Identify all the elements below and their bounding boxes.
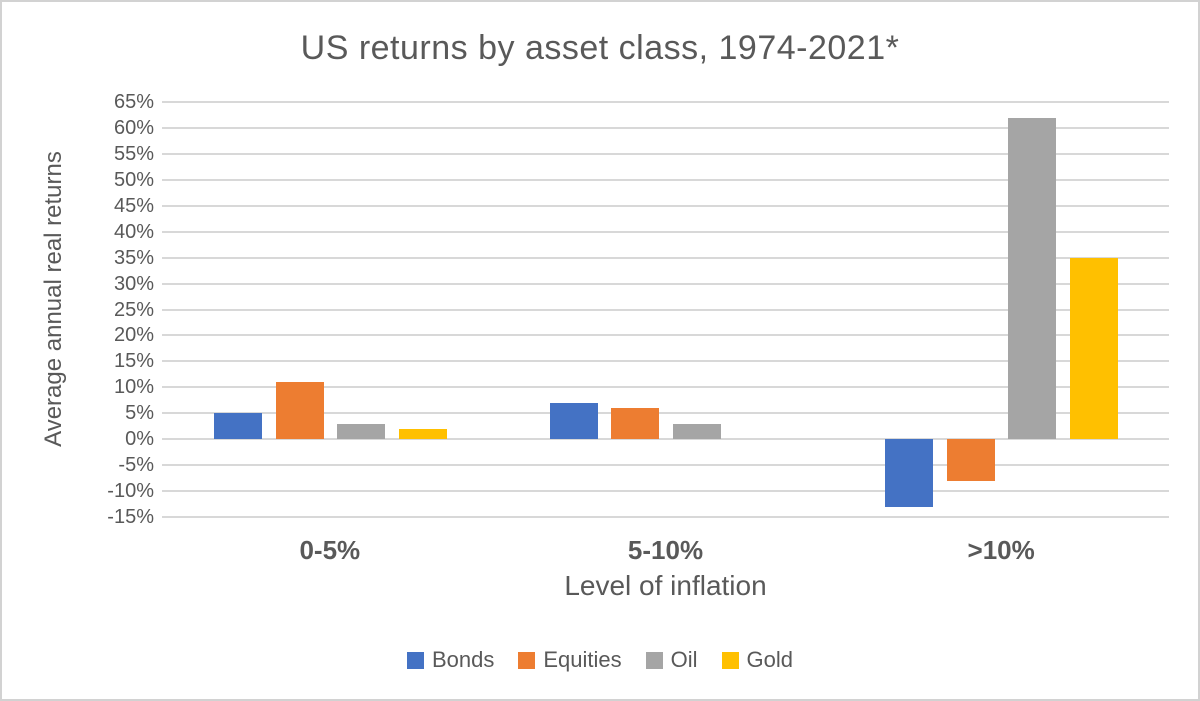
y-tick-label: 45% — [113, 194, 154, 217]
bar-bonds-5-10% — [549, 402, 598, 440]
bar-gold->10% — [1069, 257, 1118, 440]
gridline — [162, 386, 1169, 389]
legend-label: Equities — [543, 647, 622, 672]
legend-swatch-equities — [518, 651, 536, 669]
bar-equities-0-5% — [275, 382, 324, 440]
y-tick-label: 5% — [125, 402, 154, 425]
gridline — [162, 308, 1169, 311]
gridline — [162, 464, 1169, 467]
legend-item-oil: Oil — [645, 647, 698, 673]
chart-title: US returns by asset class, 1974-2021* — [300, 29, 900, 67]
gridline — [162, 204, 1169, 207]
y-tick-label: 10% — [113, 376, 154, 399]
plot-area — [162, 101, 1169, 518]
bar-oil-5-10% — [672, 423, 721, 440]
y-tick-label: 55% — [113, 142, 154, 165]
y-tick-label: -5% — [118, 454, 154, 477]
legend-label: Bonds — [431, 647, 495, 672]
y-tick-label: -15% — [107, 506, 154, 528]
bar-bonds->10% — [885, 439, 934, 507]
bar-equities-5-10% — [611, 408, 660, 440]
y-tick-label: 15% — [113, 350, 154, 373]
y-tick-label: 40% — [113, 220, 154, 243]
x-category-label: >10% — [967, 535, 1035, 565]
legend-item-gold: Gold — [721, 647, 794, 673]
y-tick-label: 35% — [113, 246, 154, 269]
legend-item-equities: Equities — [518, 647, 622, 673]
gridline — [162, 256, 1169, 259]
legend: Bonds Equities Oil Gold — [2, 647, 1198, 673]
legend-label: Oil — [670, 647, 698, 672]
legend-label: Gold — [746, 647, 794, 672]
x-category-label: 0-5% — [299, 535, 361, 565]
bar-gold-0-5% — [398, 428, 447, 440]
gridline — [162, 438, 1169, 441]
legend-swatch-gold — [721, 651, 739, 669]
gridline — [162, 101, 1169, 103]
legend-swatch-bonds — [406, 651, 424, 669]
gridline — [162, 516, 1169, 518]
gridline — [162, 178, 1169, 181]
x-axis-title: Level of inflation — [564, 570, 767, 601]
gridline — [162, 152, 1169, 155]
gridline — [162, 334, 1169, 337]
gridline — [162, 490, 1169, 493]
y-tick-label: -10% — [107, 480, 154, 503]
y-tick-label: 60% — [113, 116, 154, 139]
gridline — [162, 126, 1169, 129]
bar-bonds-0-5% — [214, 413, 262, 440]
bar-oil->10% — [1008, 117, 1057, 440]
legend-swatch-oil — [645, 651, 663, 669]
y-tick-label: 25% — [113, 298, 154, 321]
y-tick-label: 30% — [113, 272, 154, 295]
y-tick-label: 65% — [113, 91, 154, 113]
x-category-label: 5-10% — [627, 535, 704, 565]
gridline — [162, 282, 1169, 285]
y-tick-label: 20% — [113, 324, 154, 347]
gridline — [162, 360, 1169, 363]
bar-equities->10% — [946, 439, 995, 481]
bar-oil-0-5% — [337, 423, 385, 440]
gridline — [162, 412, 1169, 415]
gridline — [162, 230, 1169, 233]
y-tick-label: 0% — [125, 428, 154, 451]
legend-item-bonds: Bonds — [406, 647, 495, 673]
y-tick-label: 50% — [113, 168, 154, 191]
